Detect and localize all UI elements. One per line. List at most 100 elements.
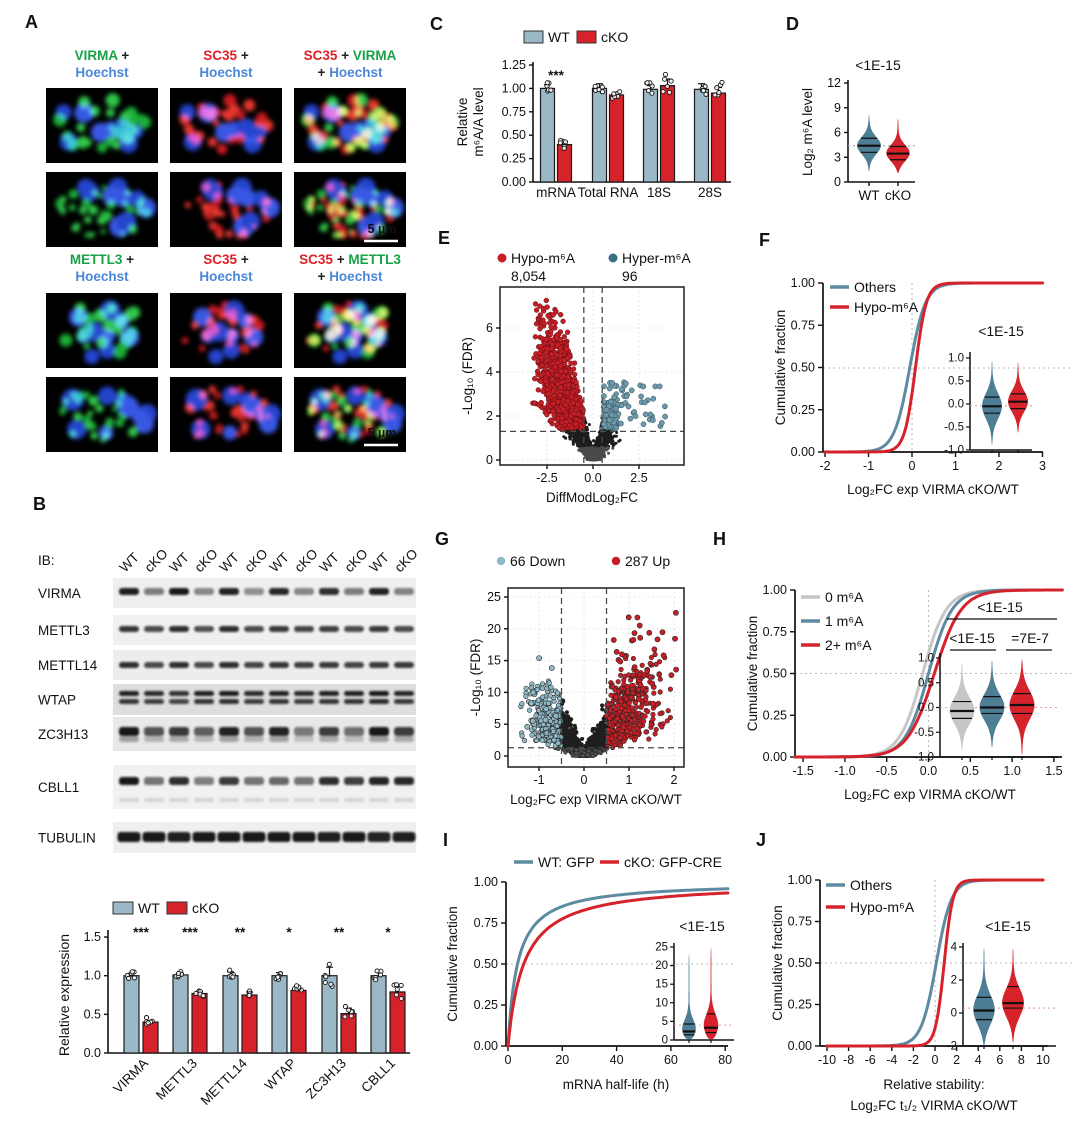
circle-shape xyxy=(338,232,344,238)
circle-shape xyxy=(319,223,328,232)
circle-shape xyxy=(319,418,328,427)
panelA-bottom-label-2: SC35 + METTL3 xyxy=(299,252,401,267)
tspan-shape: Hoechst xyxy=(329,269,383,284)
circle-shape xyxy=(603,407,610,413)
rect-shape xyxy=(144,727,164,736)
circle-shape xyxy=(628,387,635,394)
circle-shape xyxy=(657,676,663,682)
rect-shape xyxy=(119,588,139,595)
rect-shape xyxy=(194,691,214,696)
circle-shape xyxy=(337,391,345,399)
circle-shape xyxy=(119,338,132,350)
y-tick-label: 0.75 xyxy=(502,105,526,119)
legend-count: 96 xyxy=(622,268,638,284)
significance-stars: *** xyxy=(548,68,565,83)
rect-shape xyxy=(269,736,289,742)
circle-shape xyxy=(590,734,595,739)
legend-label: Hypo-m⁶A xyxy=(511,250,576,266)
tspan-shape: + xyxy=(318,269,330,284)
circle-shape xyxy=(608,412,615,418)
circle-shape xyxy=(181,337,189,344)
circle-shape xyxy=(124,189,131,196)
circle-shape xyxy=(564,436,567,440)
circle-shape xyxy=(239,343,249,353)
circle-shape xyxy=(336,191,347,201)
circle-shape xyxy=(127,224,138,234)
circle-shape xyxy=(84,216,92,224)
y-tick-label: 9 xyxy=(834,101,841,115)
circle-shape xyxy=(350,431,359,440)
circle-shape xyxy=(381,135,389,144)
circle-shape xyxy=(130,426,139,434)
circle-shape xyxy=(67,419,87,439)
circle-shape xyxy=(650,395,657,402)
y-tick-label: 6 xyxy=(486,321,493,335)
circle-shape xyxy=(349,230,358,238)
circle-shape xyxy=(87,410,94,417)
lane-label: WT xyxy=(117,550,142,575)
data-dot xyxy=(714,85,720,91)
circle-shape xyxy=(322,345,330,352)
circle-shape xyxy=(325,182,336,193)
fluor-channel xyxy=(184,181,272,239)
circle-shape xyxy=(637,672,643,678)
circle-shape xyxy=(131,126,140,135)
d-ylabel: Log₂ m⁶A level xyxy=(800,88,815,176)
circle-shape xyxy=(558,312,564,318)
rect-shape xyxy=(369,588,389,595)
circle-shape xyxy=(306,204,313,211)
circle-shape xyxy=(349,185,355,191)
rect-shape xyxy=(244,699,264,704)
circle-shape xyxy=(319,131,329,141)
circle-shape xyxy=(360,385,369,394)
legend-dot xyxy=(496,556,506,566)
circle-shape xyxy=(362,127,374,139)
rect-shape xyxy=(119,699,139,704)
circle-shape xyxy=(334,232,339,238)
circle-shape xyxy=(560,318,566,324)
y-axis-label: -Log₁₀ (FDR) xyxy=(460,337,475,415)
rect-shape xyxy=(319,626,339,632)
circle-shape xyxy=(651,690,657,696)
tspan-shape: + xyxy=(333,252,348,267)
circle-shape xyxy=(611,394,617,400)
circle-shape xyxy=(541,320,547,327)
circle-shape xyxy=(552,320,558,326)
circle-shape xyxy=(114,319,125,331)
circle-shape xyxy=(555,360,561,366)
circle-shape xyxy=(602,434,606,437)
circle-shape xyxy=(607,451,610,455)
bar-WT-18S xyxy=(642,88,659,183)
circle-shape xyxy=(250,340,258,348)
rect-shape xyxy=(194,736,214,742)
rect-shape xyxy=(269,691,289,696)
circle-shape xyxy=(332,349,348,365)
circle-shape xyxy=(234,132,246,144)
circle-shape xyxy=(519,733,525,739)
circle-shape xyxy=(223,94,237,107)
rect-shape xyxy=(394,777,414,785)
y-tick-label: 4 xyxy=(486,365,493,379)
fluor-channel xyxy=(53,93,151,153)
circle-shape xyxy=(543,378,549,384)
category-label: 18S xyxy=(647,185,671,200)
micrograph-row3-col2 xyxy=(294,377,406,452)
rect-shape xyxy=(294,691,314,696)
circle-shape xyxy=(198,345,206,352)
rect-shape xyxy=(294,777,314,785)
legend-count: 8,054 xyxy=(511,268,546,284)
rect-shape xyxy=(394,798,414,802)
circle-shape xyxy=(240,230,249,239)
y-tick-label: 0.25 xyxy=(502,152,526,166)
circle-shape xyxy=(336,119,344,127)
legend-label: cKO xyxy=(601,29,628,45)
circle-shape xyxy=(545,371,551,377)
data-dot xyxy=(719,79,725,85)
circle-shape xyxy=(88,396,98,406)
circle-shape xyxy=(386,214,394,223)
circle-shape xyxy=(594,441,598,445)
circle-shape xyxy=(257,135,265,144)
circle-shape xyxy=(135,208,143,215)
rect-shape xyxy=(344,699,364,704)
panelA-bottom-label-0: METTL3 + xyxy=(70,252,134,267)
